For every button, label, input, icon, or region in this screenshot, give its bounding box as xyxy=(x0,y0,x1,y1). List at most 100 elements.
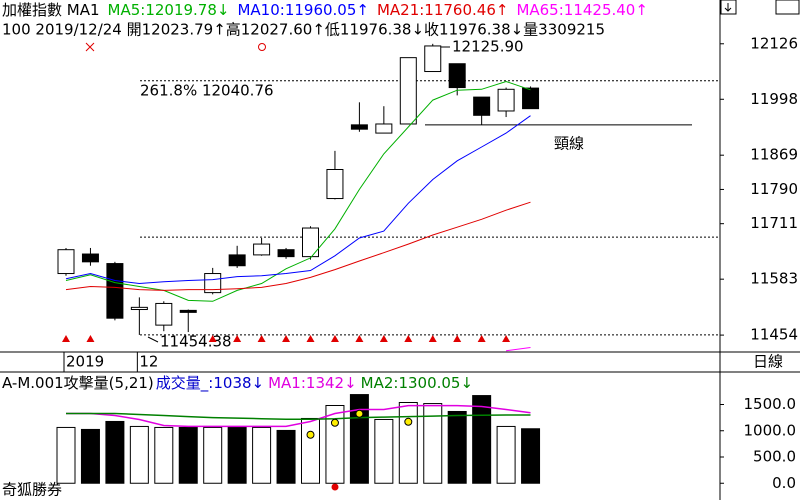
buy-signal xyxy=(233,335,242,342)
y-tick-label: 11869 xyxy=(750,146,798,164)
y-tick-label: 11583 xyxy=(750,270,798,288)
header-legend: 加權指數 MA1 MA5:12019.78↓ MA10:11960.05↑ MA21:… xyxy=(2,1,648,19)
volume-bar xyxy=(129,425,149,484)
volume-bar xyxy=(56,426,76,484)
buy-signal xyxy=(404,335,413,342)
volume-bar xyxy=(472,395,492,484)
y-tick-label: 0.0 xyxy=(772,474,796,492)
circle-marker xyxy=(258,43,266,51)
candle-body xyxy=(130,306,148,311)
volume-bar xyxy=(252,426,272,484)
period-label[interactable]: 日線 xyxy=(753,353,783,371)
panel-title: A-M.001攻擊量(5,21) xyxy=(2,374,154,392)
buy-signal xyxy=(306,335,315,342)
signal-point xyxy=(355,409,364,418)
y-tick-label: 11998 xyxy=(750,90,798,108)
buy-signal xyxy=(282,335,291,342)
candle-body xyxy=(399,57,417,125)
volume-bar xyxy=(496,425,516,484)
volume-ma-line xyxy=(66,412,531,420)
volume-bar xyxy=(301,417,320,484)
volume-bar xyxy=(447,410,467,484)
candle-body xyxy=(473,96,491,116)
candle-body xyxy=(155,302,173,326)
legend-entry: 成交量_:1038↓ xyxy=(156,374,264,393)
menu-button[interactable] xyxy=(775,0,800,15)
buy-signal xyxy=(453,335,462,342)
legend-entry: MA2:1300.05↓ xyxy=(361,374,473,392)
ma-line xyxy=(65,115,531,285)
volume-bar xyxy=(154,426,174,484)
volume-bar xyxy=(227,426,247,484)
info-line: 100 2019/12/24 開12023.79↑高12027.60↑低1197… xyxy=(2,21,605,39)
candle-body xyxy=(228,254,246,267)
volume-bar xyxy=(80,428,100,484)
annotation: 12125.90 xyxy=(452,38,524,56)
buy-signal xyxy=(257,335,266,342)
y-tick-label: 11711 xyxy=(750,214,798,232)
y-tick-label: 1500.0 xyxy=(744,395,797,413)
volume-bar xyxy=(423,403,443,484)
volume-bar xyxy=(105,420,125,484)
candle-body xyxy=(424,45,442,73)
signal-point xyxy=(306,430,315,439)
x-tick-label: 12 xyxy=(139,353,158,371)
brand: 奇狐勝券 xyxy=(2,481,62,499)
buy-signal xyxy=(62,335,70,342)
legend-entry: MA21:11760.46↑ xyxy=(377,1,508,19)
ma-line xyxy=(65,201,531,291)
volume-bar xyxy=(203,426,223,484)
signal-point xyxy=(330,418,339,427)
annotation: 261.8% 12040.76 xyxy=(140,82,274,100)
legend-entry: MA10:11960.05↑ xyxy=(237,1,368,19)
y-tick-label: 11454 xyxy=(750,326,798,344)
leader-line xyxy=(147,336,159,343)
scroll-arrow xyxy=(724,3,732,12)
ma-line xyxy=(506,347,531,352)
volume-bar xyxy=(178,426,198,484)
y-tick-label: 1000.0 xyxy=(744,421,797,439)
volume-legend: A-M.001攻擊量(5,21) 成交量_:1038↓ MA1:1342↓ MA2:1… xyxy=(2,374,473,393)
annotation: 頸線 xyxy=(554,135,584,153)
candle-body xyxy=(253,243,271,256)
y-tick-label: 11790 xyxy=(750,180,798,198)
candle-body xyxy=(326,168,344,200)
candle-body xyxy=(522,87,540,110)
candle-body xyxy=(57,249,75,275)
legend-entry: MA65:11425.40↑ xyxy=(516,1,647,19)
chart-title: 加權指數 MA1 xyxy=(2,1,100,19)
legend-entry: MA5:12019.78↓ xyxy=(108,1,230,19)
buy-signal xyxy=(502,335,511,342)
volume-bar xyxy=(374,418,394,484)
candle-body xyxy=(350,124,368,130)
buy-signal xyxy=(379,335,388,342)
buy-signal xyxy=(428,335,437,342)
volume-ma-line xyxy=(66,404,531,428)
candle-body xyxy=(179,309,197,313)
candle-body xyxy=(106,263,124,319)
buy-signal xyxy=(208,335,217,342)
candle-body xyxy=(302,227,319,258)
candle-body xyxy=(81,253,99,263)
ma-line xyxy=(65,80,531,302)
cross-marker xyxy=(85,42,95,52)
candle-body xyxy=(375,123,393,134)
signal-point xyxy=(404,417,413,426)
buy-signal xyxy=(330,335,339,342)
buy-signal xyxy=(477,335,486,342)
volume-bar xyxy=(276,429,296,484)
volume-bar xyxy=(325,404,345,484)
buy-signal xyxy=(86,335,95,342)
annotation: 11454.38 xyxy=(160,333,232,351)
candle-body xyxy=(448,63,466,89)
volume-bar xyxy=(398,402,418,484)
volume-bar xyxy=(521,428,541,484)
y-tick-label: 12126 xyxy=(750,34,798,52)
candle-body xyxy=(204,273,222,294)
legend-entry: MA1:1342↓ xyxy=(268,374,357,392)
red-dot-marker xyxy=(331,483,339,491)
volume-bar xyxy=(349,394,369,484)
y-tick-label: 500.0 xyxy=(753,448,796,466)
buy-signal xyxy=(355,335,364,342)
